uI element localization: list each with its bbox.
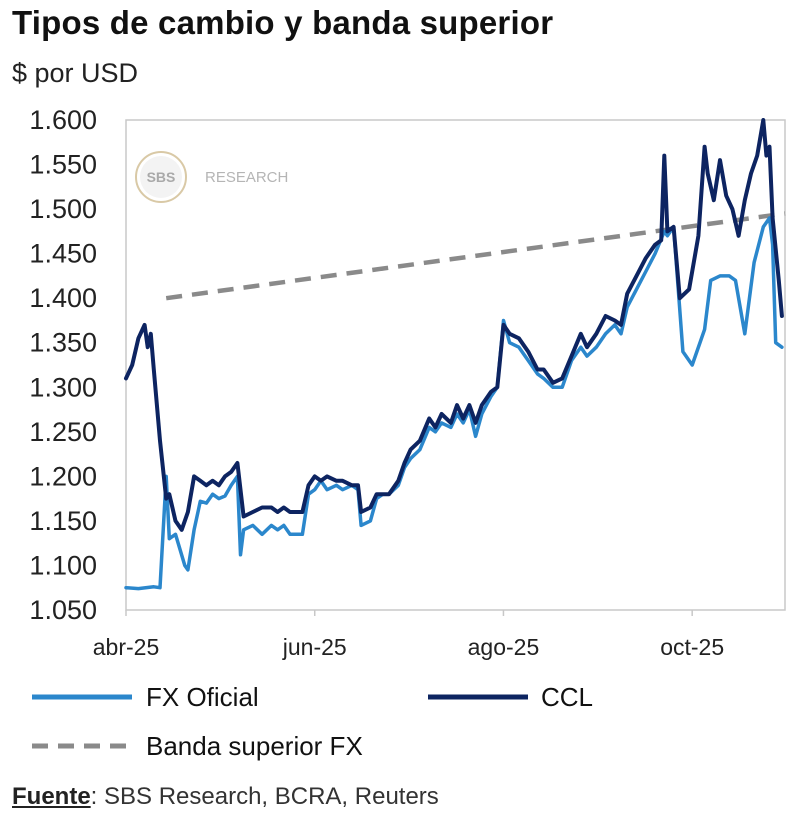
- y-tick-label: 1.300: [29, 372, 97, 402]
- series-line-ccl: [124, 118, 784, 532]
- series-line-fx-oficial: [124, 216, 784, 591]
- series-layer: [124, 118, 786, 591]
- watermark-research-text: RESEARCH: [205, 169, 288, 186]
- legend-label-ccl: CCL: [541, 682, 593, 712]
- legend: FX Oficial CCL Banda superior FX: [32, 682, 593, 761]
- y-tick-label: 1.600: [29, 105, 97, 135]
- source-note: Fuente: SBS Research, BCRA, Reuters: [12, 783, 439, 811]
- watermark: SBS RESEARCH: [135, 151, 288, 203]
- y-tick-label: 1.250: [29, 417, 97, 447]
- y-tick-label: 1.350: [29, 328, 97, 358]
- x-tick-label: abr-25: [93, 634, 159, 660]
- sbs-logo-inner: [140, 156, 182, 198]
- chart-title: Tipos de cambio y banda superior: [12, 4, 554, 41]
- source-label: Fuente: [12, 783, 91, 810]
- chart-subtitle-units: $ por USD: [12, 58, 139, 88]
- x-tick-label: jun-25: [282, 634, 347, 660]
- legend-label-fx-oficial: FX Oficial: [146, 682, 259, 712]
- y-tick-label: 1.400: [29, 283, 97, 313]
- line-chart: SBS RESEARCH 1.0501.1001.1501.2001.2501.…: [29, 105, 786, 761]
- y-tick-label: 1.450: [29, 239, 97, 269]
- x-tick-label: oct-25: [660, 634, 724, 660]
- series-line-banda-superior: [165, 211, 786, 301]
- legend-label-banda-superior: Banda superior FX: [146, 731, 363, 761]
- sbs-logo-text: SBS: [147, 169, 176, 185]
- plot-area-frame: [125, 119, 786, 611]
- axes: 1.050 1.100 1.150 1.200 1.250 1.300 1.350 1.400…: [29, 105, 786, 660]
- y-tick-label: 1.550: [29, 150, 97, 180]
- source-text: : SBS Research, BCRA, Reuters: [90, 783, 439, 810]
- x-tick-label: ago-25: [468, 634, 540, 660]
- y-tick-label: 1.150: [29, 506, 97, 536]
- y-tick-label: 1.500: [29, 194, 97, 224]
- y-tick-label: 1.100: [29, 550, 97, 580]
- y-tick-label: 1.200: [29, 461, 97, 491]
- y-tick-label: 1.050: [29, 595, 97, 625]
